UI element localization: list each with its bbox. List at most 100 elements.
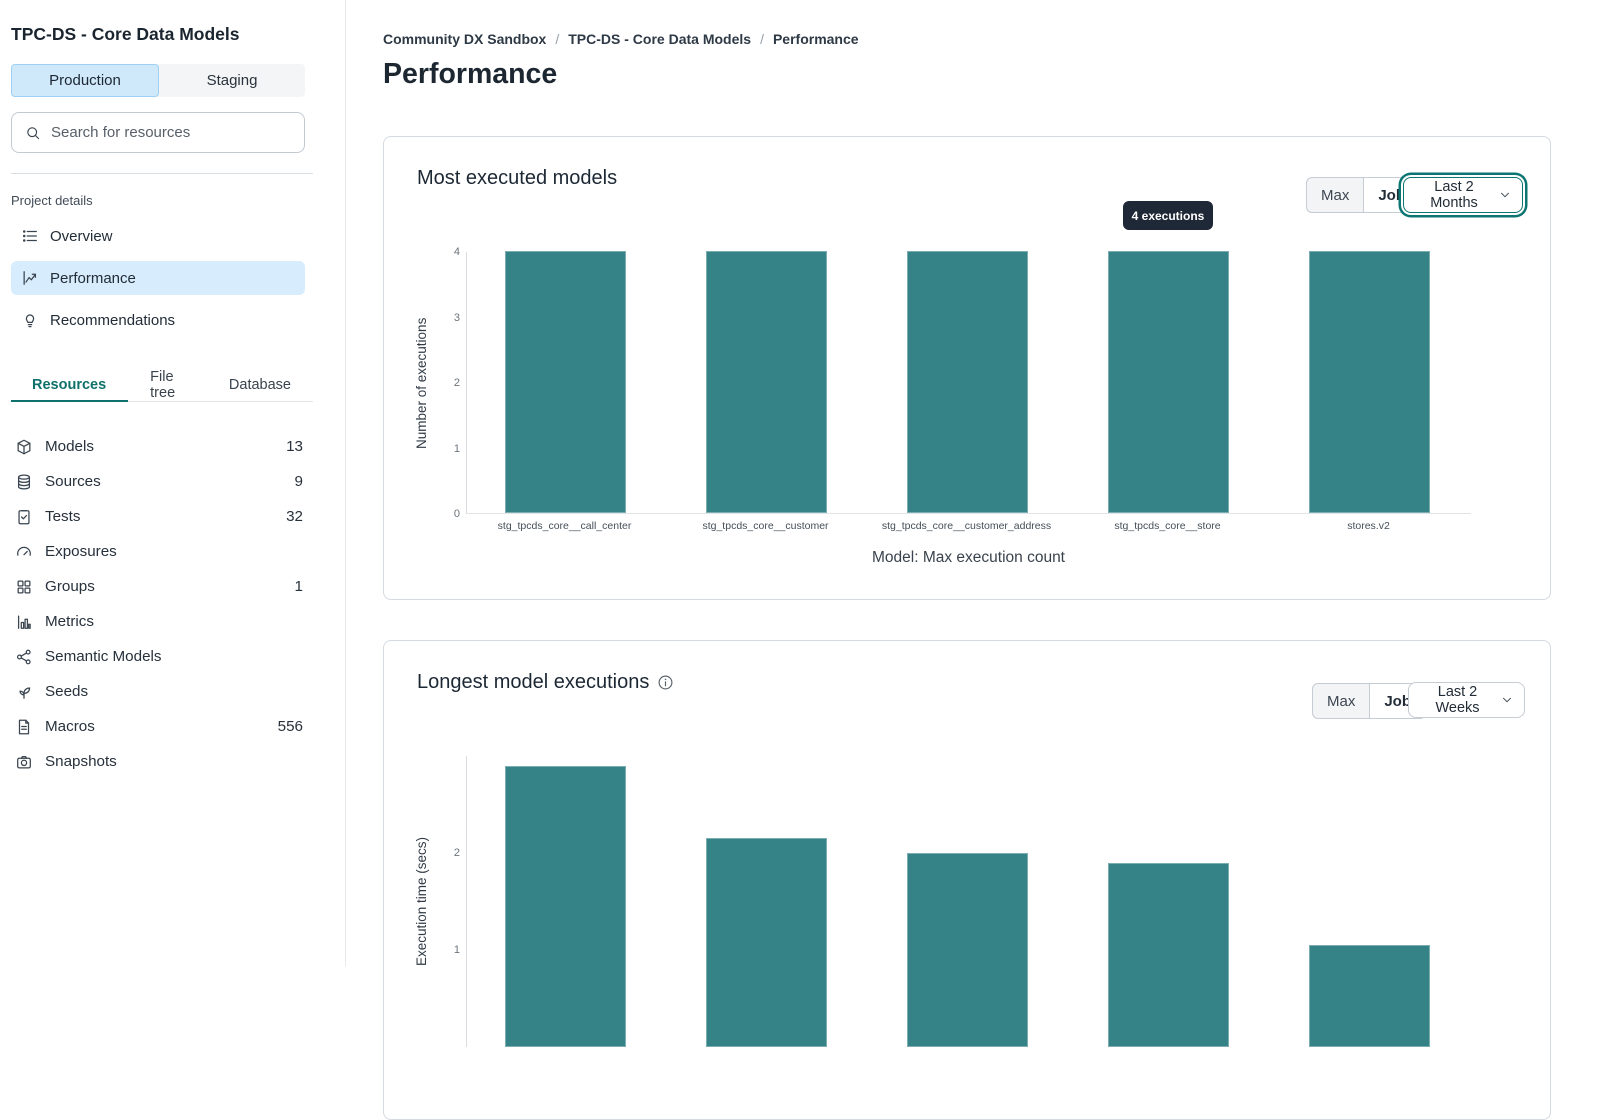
bar[interactable]	[706, 838, 827, 1047]
breadcrumb-project[interactable]: TPC-DS - Core Data Models	[568, 31, 752, 47]
resource-row-snapshots[interactable]: Snapshots	[11, 744, 305, 779]
x-tick-label: stg_tpcds_core__customer_address	[881, 520, 1052, 532]
resource-row-metrics[interactable]: Metrics	[11, 604, 305, 639]
chevron-down-icon	[1498, 188, 1512, 202]
date-range-select[interactable]: Last 2 Weeks	[1408, 682, 1525, 718]
resource-label: Tests	[45, 508, 81, 525]
bar[interactable]	[505, 251, 626, 513]
resource-row-tests[interactable]: Tests 32	[11, 499, 305, 534]
sidebar-item-overview[interactable]: Overview	[11, 219, 305, 253]
chart-icon	[21, 269, 39, 287]
sidebar-divider	[11, 173, 313, 174]
network-icon	[15, 648, 33, 666]
bar[interactable]	[505, 766, 626, 1047]
bar-chart-plot	[466, 251, 1471, 514]
main-content: Community DX Sandbox / TPC-DS - Core Dat…	[346, 0, 1621, 1120]
resource-count: 556	[277, 718, 303, 735]
y-tick: 0	[453, 508, 460, 520]
env-tab-production[interactable]: Production	[11, 64, 159, 97]
resource-label: Metrics	[45, 613, 94, 630]
nav-item-label: Performance	[50, 269, 136, 287]
bars-icon	[15, 613, 33, 631]
nav-item-label: Recommendations	[50, 311, 176, 329]
grid-icon	[15, 578, 33, 596]
sidebar-item-recommendations[interactable]: Recommendations	[11, 303, 305, 337]
x-tick-label: stg_tpcds_core__call_center	[497, 520, 632, 532]
max-toggle-button[interactable]: Max	[1306, 177, 1365, 213]
bar[interactable]	[1108, 251, 1229, 513]
sidebar: TPC-DS - Core Data Models Production Stag…	[0, 0, 346, 966]
project-title: TPC-DS - Core Data Models	[11, 24, 240, 44]
file-icon	[15, 718, 33, 736]
resource-count: 9	[294, 473, 303, 490]
clipboard-icon	[15, 508, 33, 526]
resource-label: Macros	[45, 718, 95, 735]
search-icon	[25, 125, 41, 141]
resource-row-models[interactable]: Models 13	[11, 429, 305, 464]
resource-row-sources[interactable]: Sources 9	[11, 464, 305, 499]
env-tab-staging[interactable]: Staging	[206, 72, 258, 89]
project-nav: Overview Performance Recommendations	[11, 219, 305, 345]
tab-database[interactable]: Database	[228, 376, 291, 393]
resource-tabs: Resources File tree Database	[11, 368, 313, 402]
search-input[interactable]: Search for resources	[11, 112, 305, 153]
resource-row-semantic-models[interactable]: Semantic Models	[11, 639, 305, 674]
gauge-icon	[15, 543, 33, 561]
y-tick: 1	[453, 443, 460, 455]
y-tick: 1	[453, 944, 460, 956]
x-tick-label: stores.v2	[1347, 520, 1390, 532]
bar[interactable]	[1309, 251, 1430, 513]
bar[interactable]	[1309, 945, 1430, 1047]
tab-file-tree[interactable]: File tree	[150, 368, 176, 401]
max-toggle-button[interactable]: Max	[1312, 683, 1371, 719]
resource-label: Exposures	[45, 543, 117, 560]
breadcrumb-separator: /	[760, 31, 764, 47]
resource-count: 32	[286, 508, 303, 525]
x-axis-caption: Model: Max execution count	[872, 549, 1065, 566]
card-most-executed-models: Most executed models Max Job Last 2 Mont…	[383, 136, 1551, 600]
resource-label: Sources	[45, 473, 101, 490]
camera-icon	[15, 753, 33, 771]
resource-label: Seeds	[45, 683, 89, 700]
bar[interactable]	[1108, 863, 1229, 1047]
database-icon	[15, 473, 33, 491]
resource-row-exposures[interactable]: Exposures	[11, 534, 305, 569]
y-axis-ticks: 0 1 2 3 4	[430, 247, 460, 520]
date-range-value: Last 2 Weeks	[1435, 684, 1480, 716]
resource-label: Models	[45, 438, 94, 455]
resource-row-groups[interactable]: Groups 1	[11, 569, 305, 604]
bar[interactable]	[907, 853, 1028, 1047]
breadcrumb-account[interactable]: Community DX Sandbox	[383, 31, 547, 47]
bar[interactable]	[907, 251, 1028, 513]
y-tick: 4	[453, 246, 460, 258]
date-range-select[interactable]: Last 2 Months	[1403, 177, 1523, 213]
breadcrumb-separator: /	[555, 31, 560, 47]
resource-row-macros[interactable]: Macros 556	[11, 709, 305, 744]
y-tick: 2	[453, 847, 460, 859]
chart-title: Longest model executions	[417, 671, 674, 694]
resource-label: Snapshots	[45, 753, 117, 770]
resource-list: Models 13 Sources 9 Tests 32 Exposures Groups 1 M…	[11, 429, 305, 779]
info-icon[interactable]	[657, 674, 674, 691]
y-tick: 2	[453, 377, 460, 389]
resource-label: Semantic Models	[45, 648, 162, 665]
resource-count: 1	[294, 578, 303, 595]
environment-tabs: Production Staging	[11, 64, 305, 97]
y-axis-label: Number of executions	[414, 317, 429, 449]
cube-icon	[15, 438, 33, 456]
x-tick-label: stg_tpcds_core__customer	[702, 520, 829, 532]
resource-row-seeds[interactable]: Seeds	[11, 674, 305, 709]
bar[interactable]	[706, 251, 827, 513]
seedling-icon	[15, 683, 33, 701]
page-title: Performance	[383, 58, 558, 90]
project-details-label: Project details	[11, 193, 93, 208]
date-range-value: Last 2 Months	[1430, 179, 1478, 211]
chart-title: Most executed models	[417, 167, 618, 189]
resource-count: 13	[286, 438, 303, 455]
resource-label: Groups	[45, 578, 95, 595]
sidebar-item-performance[interactable]: Performance	[11, 261, 305, 295]
chart-tooltip: 4 executions	[1123, 201, 1213, 230]
tab-resources[interactable]: Resources	[11, 368, 129, 402]
y-axis-label: Execution time (secs)	[414, 836, 429, 967]
